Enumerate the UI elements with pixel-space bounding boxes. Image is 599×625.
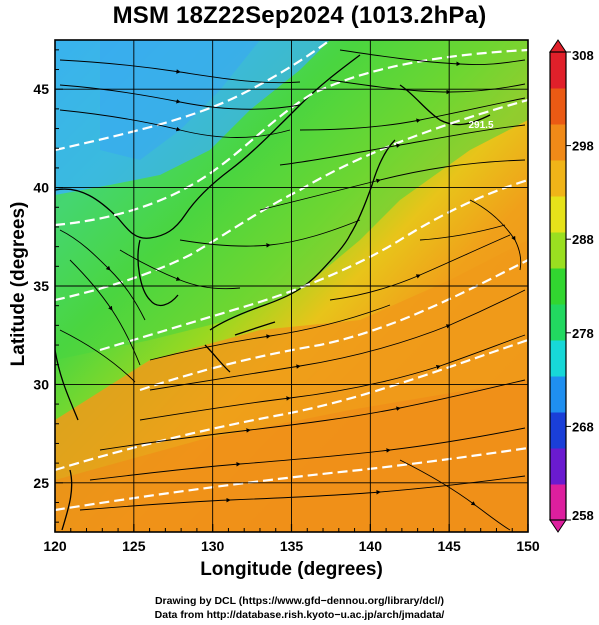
wind-streamlines	[59, 49, 526, 531]
x-tick-label: 135	[280, 538, 304, 554]
drawing-credit: Drawing by DCL (https://www.gfd−dennou.o…	[154, 595, 445, 607]
colorbar-ticks: 308 298 288 278 268 258	[566, 48, 594, 523]
contour-label-text: 291.5	[468, 120, 493, 131]
colorbar-segments	[550, 52, 566, 521]
x-tick-label: 130	[201, 538, 225, 554]
contour-label: 291.5	[468, 120, 493, 131]
y-tick-label: 40	[33, 180, 49, 196]
longitude-ticks: 120 125 130 135 140 145 150	[43, 524, 540, 554]
y-tick-label: 30	[33, 376, 49, 392]
data-credit: Data from http://database.rish.kyoto−u.a…	[154, 609, 445, 621]
colorbar-segment	[550, 376, 566, 413]
colorbar-segment	[550, 196, 566, 233]
map-title: MSM 18Z22Sep2024 (1013.2hPa)	[112, 2, 487, 29]
colorbar-segment	[550, 52, 566, 89]
x-axis-label: Longitude (degrees)	[200, 559, 383, 580]
y-tick-label: 45	[33, 81, 49, 97]
colorbar-bottom-arrow	[549, 519, 567, 533]
colorbar-tick-label: 278	[572, 326, 594, 341]
latitude-ticks: 25 30 35 40 45	[33, 49, 63, 523]
coastlines	[55, 54, 491, 531]
colorbar-segment	[550, 448, 566, 485]
colorbar-segment	[550, 232, 566, 269]
colorbar-segment	[550, 160, 566, 197]
y-tick-label: 35	[33, 278, 49, 294]
colorbar-frame	[549, 51, 567, 521]
x-tick-label: 120	[43, 538, 67, 554]
colorbar-tick-label: 258	[572, 508, 594, 523]
colorbar-segment	[550, 340, 566, 377]
colorbar-segment	[550, 484, 566, 521]
colorbar-segment	[550, 268, 566, 305]
y-tick-label: 25	[33, 475, 49, 491]
colorbar-segment	[550, 304, 566, 341]
x-tick-label: 125	[122, 538, 146, 554]
colorbar-tick-label: 308	[572, 48, 594, 63]
colorbar-segment	[550, 124, 566, 161]
colorbar-tick-label: 268	[572, 419, 594, 434]
colorbar-tick-label: 288	[572, 232, 594, 247]
colorbar-top-arrow	[549, 39, 567, 53]
y-axis-label: Latitude (degrees)	[8, 201, 29, 367]
colorbar-tick-label: 298	[572, 139, 594, 154]
lat-lon-grid	[55, 40, 528, 532]
x-tick-label: 140	[359, 538, 383, 554]
colorbar-segment	[550, 88, 566, 125]
x-tick-label: 145	[437, 538, 461, 554]
colorbar-segment	[550, 412, 566, 449]
x-tick-label: 150	[516, 538, 540, 554]
